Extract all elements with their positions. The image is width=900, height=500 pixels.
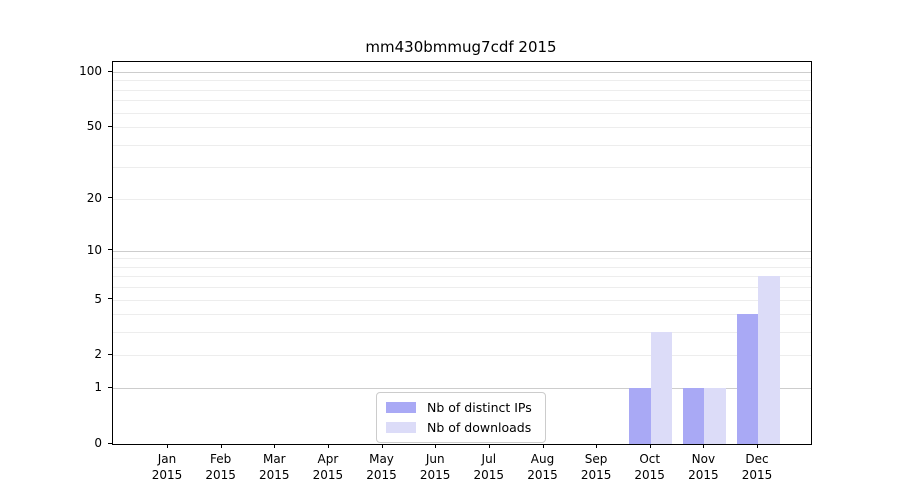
legend-item-distinct-ips: Nb of distinct IPs <box>386 400 536 415</box>
y-tick-label: 1 <box>94 380 102 395</box>
y-tick <box>108 353 112 355</box>
x-tick <box>542 444 544 448</box>
gridline-minor <box>113 276 811 278</box>
gridline-minor <box>113 332 811 334</box>
x-tick <box>435 444 437 448</box>
y-tick <box>108 249 112 251</box>
y-tick-label: 0 <box>94 436 102 450</box>
x-tick <box>381 444 383 448</box>
gridline-minor <box>113 80 811 82</box>
bar-downloads <box>758 276 780 444</box>
chart-title: mm430bmmug7cdf 2015 <box>365 38 557 56</box>
y-tick <box>108 70 112 72</box>
x-tick-label: Dec 2015 <box>741 452 773 482</box>
gridline-minor <box>113 314 811 316</box>
distinct-ips-swatch-icon <box>386 402 416 413</box>
x-tick-label: May 2015 <box>366 452 397 482</box>
x-tick <box>220 444 222 448</box>
y-tick-label: 2 <box>94 347 102 362</box>
gridline-minor <box>113 299 811 301</box>
legend-item-downloads: Nb of downloads <box>386 420 536 435</box>
legend: Nb of distinct IPs Nb of downloads <box>376 392 546 443</box>
gridline-minor <box>113 100 811 102</box>
gridline-minor <box>113 287 811 289</box>
x-tick-label: Jul 2015 <box>473 452 505 482</box>
bar-downloads <box>704 388 726 444</box>
bar-distinct-ips <box>682 388 705 444</box>
gridline-minor <box>113 167 811 169</box>
bar-distinct-ips <box>629 388 651 444</box>
x-tick <box>757 444 758 448</box>
gridline-minor <box>113 144 811 146</box>
gridline-minor <box>113 112 811 114</box>
downloads-swatch-icon <box>386 422 416 433</box>
x-tick <box>488 444 490 448</box>
x-tick-label: Jan 2015 <box>151 452 183 482</box>
x-tick <box>649 444 651 448</box>
x-tick-label: Feb 2015 <box>205 452 236 482</box>
y-tick-label: 100 <box>79 64 102 78</box>
gridline-minor <box>113 355 811 357</box>
y-tick <box>108 125 112 127</box>
y-tick <box>108 298 112 300</box>
y-tick <box>108 386 112 388</box>
y-tick-label: 5 <box>94 291 102 306</box>
y-tick-label: 20 <box>86 190 102 205</box>
y-tick <box>108 442 112 444</box>
y-tick-label: 50 <box>86 119 102 134</box>
gridline-minor <box>113 198 811 200</box>
gridline-major <box>113 388 811 390</box>
bar-distinct-ips <box>736 314 758 444</box>
x-tick-label: Sep 2015 <box>580 452 612 482</box>
gridline-minor <box>113 127 811 129</box>
y-tick-label: 10 <box>86 242 102 257</box>
x-tick <box>327 444 329 448</box>
y-tick <box>108 197 112 199</box>
gridline-major <box>113 72 811 73</box>
legend-label: Nb of distinct IPs <box>427 400 532 415</box>
gridline-minor <box>113 266 811 268</box>
bar-downloads <box>650 332 673 444</box>
x-tick-label: Oct 2015 <box>634 452 665 482</box>
x-tick <box>167 444 168 448</box>
gridline-minor <box>113 89 811 91</box>
gridline-minor <box>113 258 811 260</box>
x-tick-label: Nov 2015 <box>688 452 719 482</box>
x-tick-label: Jun 2015 <box>419 452 451 482</box>
x-tick <box>703 444 705 448</box>
x-tick-label: Apr 2015 <box>312 452 344 482</box>
x-tick <box>596 444 598 448</box>
x-tick-label: Aug 2015 <box>527 452 558 482</box>
plot-area: Nb of distinct IPs Nb of downloads <box>112 61 812 445</box>
legend-label: Nb of downloads <box>427 420 532 435</box>
x-tick <box>274 444 276 448</box>
x-tick-label: Mar 2015 <box>259 452 290 482</box>
gridline-major <box>113 250 811 252</box>
